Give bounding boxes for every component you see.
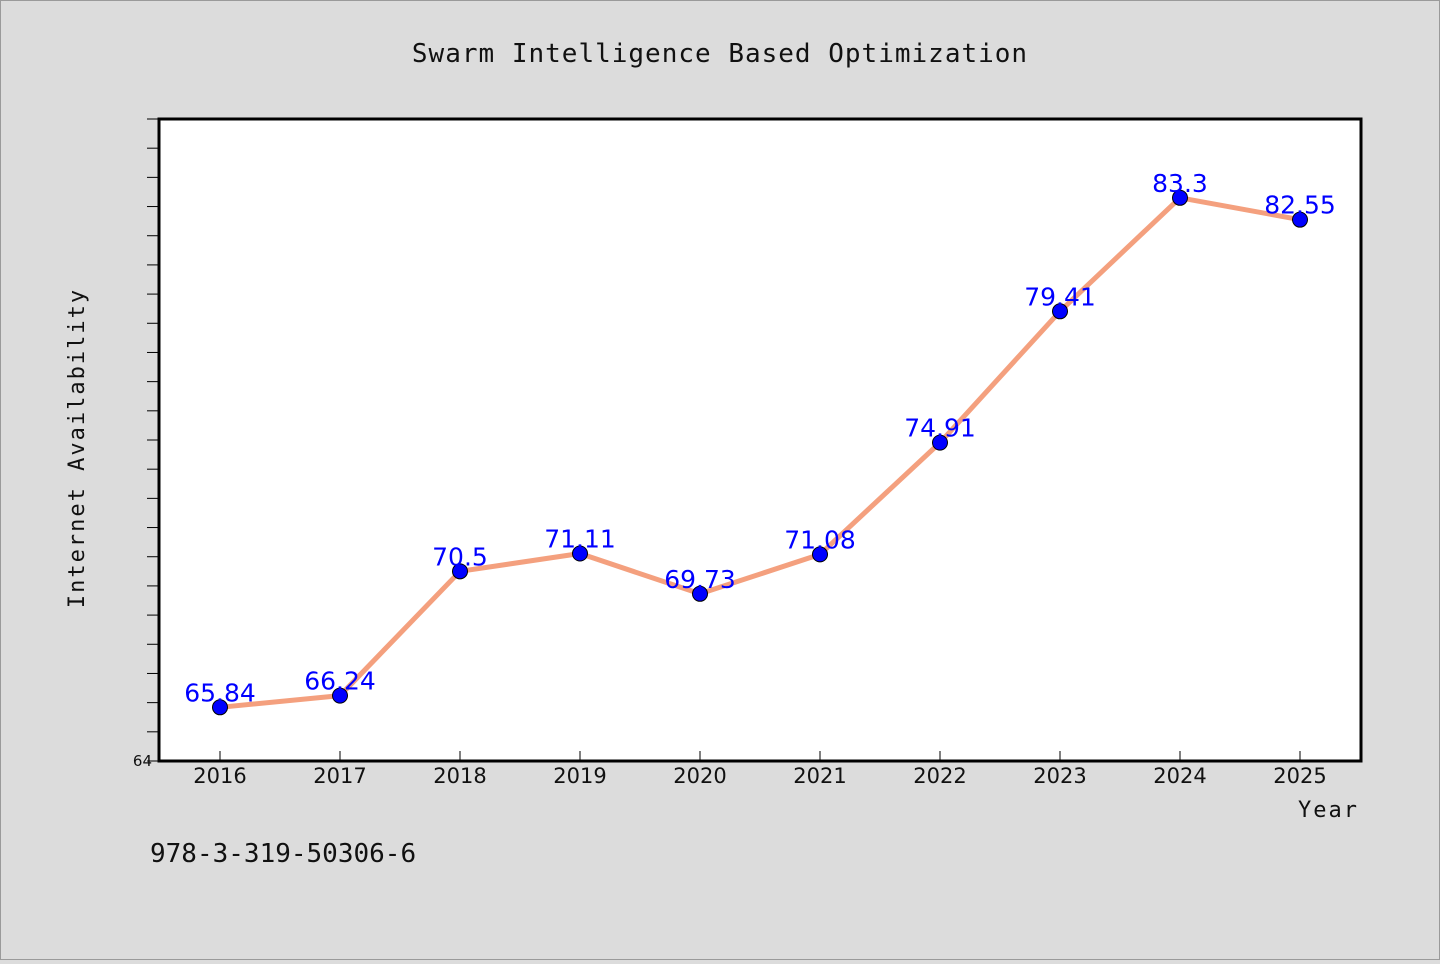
plot-area [157,117,1363,763]
x-tick-label: 2023 [1033,764,1086,788]
data-labels: 65.84 66.24 70.5 71.11 69.73 71.08 74.91 79.41 8… [184,169,1336,708]
data-point [932,434,948,451]
x-tick-label: 2017 [313,764,366,788]
x-tick-label: 2016 [193,764,246,788]
x-tick-label: 2020 [673,764,726,788]
x-tick-label: 2025 [1273,764,1326,788]
data-point [452,563,468,580]
series-line [219,195,1301,710]
data-label: 66.24 [304,667,376,696]
data-label: 79.41 [1024,282,1096,311]
x-tick-label: 2022 [913,764,966,788]
x-axis-ticks: 2016 2017 2018 2019 2020 2021 2022 2023 2024 2025 [193,751,1327,788]
data-label: 74.91 [904,414,976,443]
data-point [1052,303,1068,320]
data-label: 69.73 [664,565,736,594]
data-label: 70.5 [432,542,488,571]
data-label: 71.08 [784,525,856,554]
x-tick-label: 2024 [1153,764,1206,788]
x-tick-label: 2018 [433,764,486,788]
x-tick-label: 2021 [793,764,846,788]
data-label: 82.55 [1264,191,1336,220]
series-layer [212,189,1308,716]
y-axis-title: Internet Availability [65,288,90,608]
y-axis-ticks [147,118,159,762]
data-point [692,585,708,602]
data-label: 65.84 [184,678,256,707]
y-tick-label-min: 64 [133,752,152,770]
x-axis-title: Year [1298,798,1359,823]
data-point [1292,211,1308,228]
x-tick-label: 2019 [553,764,606,788]
data-point [572,545,588,562]
data-point [812,546,828,563]
data-point [1172,189,1188,206]
chart-title: Swarm Intelligence Based Optimization [412,39,1028,69]
isbn-text: 978-3-319-50306-6 [150,839,416,869]
data-point [332,687,348,704]
data-label: 71.11 [544,525,616,554]
data-label: 83.3 [1152,169,1208,198]
data-point [212,699,228,716]
